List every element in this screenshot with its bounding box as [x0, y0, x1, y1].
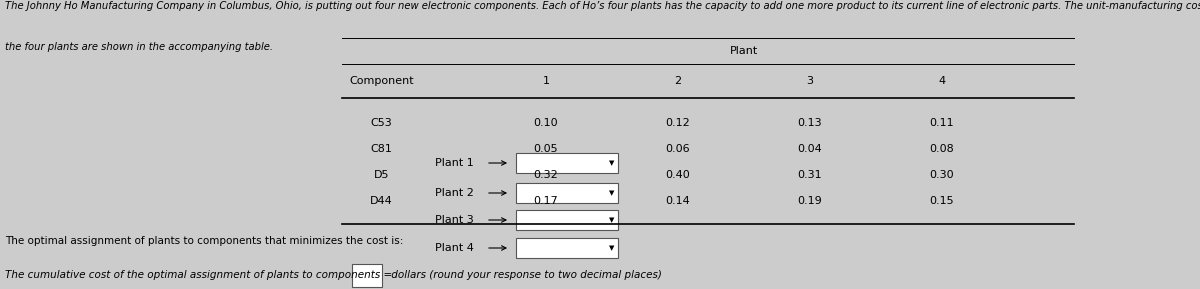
Text: dollars (round your response to two decimal places): dollars (round your response to two deci…: [388, 270, 661, 280]
Text: ▼: ▼: [610, 217, 614, 223]
Text: the four plants are shown in the accompanying table.: the four plants are shown in the accompa…: [5, 42, 272, 52]
Text: 0.15: 0.15: [930, 196, 954, 206]
Text: 0.06: 0.06: [666, 144, 690, 154]
Text: D44: D44: [371, 196, 392, 206]
Text: 4: 4: [938, 76, 946, 86]
Text: 0.05: 0.05: [534, 144, 558, 154]
Text: 0.13: 0.13: [798, 118, 822, 128]
Text: 0.14: 0.14: [666, 196, 690, 206]
Text: ▼: ▼: [610, 190, 614, 196]
FancyBboxPatch shape: [516, 238, 618, 258]
FancyBboxPatch shape: [516, 153, 618, 173]
Text: 0.19: 0.19: [798, 196, 822, 206]
Text: Plant 2: Plant 2: [436, 188, 474, 198]
Text: Plant 4: Plant 4: [436, 243, 474, 253]
Text: ▼: ▼: [610, 160, 614, 166]
Text: C53: C53: [371, 118, 392, 128]
Text: 0.30: 0.30: [930, 170, 954, 180]
Text: D5: D5: [374, 170, 389, 180]
Text: 0.17: 0.17: [534, 196, 558, 206]
Text: 0.10: 0.10: [534, 118, 558, 128]
Text: 0.32: 0.32: [534, 170, 558, 180]
Text: 2: 2: [674, 76, 682, 86]
Text: 0.11: 0.11: [930, 118, 954, 128]
Text: 1: 1: [542, 76, 550, 86]
Text: Plant 3: Plant 3: [436, 215, 474, 225]
FancyBboxPatch shape: [352, 264, 382, 287]
Text: C81: C81: [371, 144, 392, 154]
Text: ▼: ▼: [610, 245, 614, 251]
Text: 3: 3: [806, 76, 814, 86]
FancyBboxPatch shape: [516, 210, 618, 230]
Text: 0.08: 0.08: [930, 144, 954, 154]
FancyBboxPatch shape: [516, 183, 618, 203]
Text: Plant 1: Plant 1: [436, 158, 474, 168]
Text: 0.31: 0.31: [798, 170, 822, 180]
Text: The cumulative cost of the optimal assignment of plants to components =: The cumulative cost of the optimal assig…: [5, 270, 395, 280]
Text: The optimal assignment of plants to components that minimizes the cost is:: The optimal assignment of plants to comp…: [5, 236, 403, 246]
Text: 0.04: 0.04: [798, 144, 822, 154]
Text: 0.12: 0.12: [666, 118, 690, 128]
Text: Component: Component: [349, 76, 414, 86]
Text: Plant: Plant: [730, 46, 758, 55]
Text: 0.40: 0.40: [666, 170, 690, 180]
Text: The Johnny Ho Manufacturing Company in Columbus, Ohio, is putting out four new e: The Johnny Ho Manufacturing Company in C…: [5, 1, 1200, 12]
